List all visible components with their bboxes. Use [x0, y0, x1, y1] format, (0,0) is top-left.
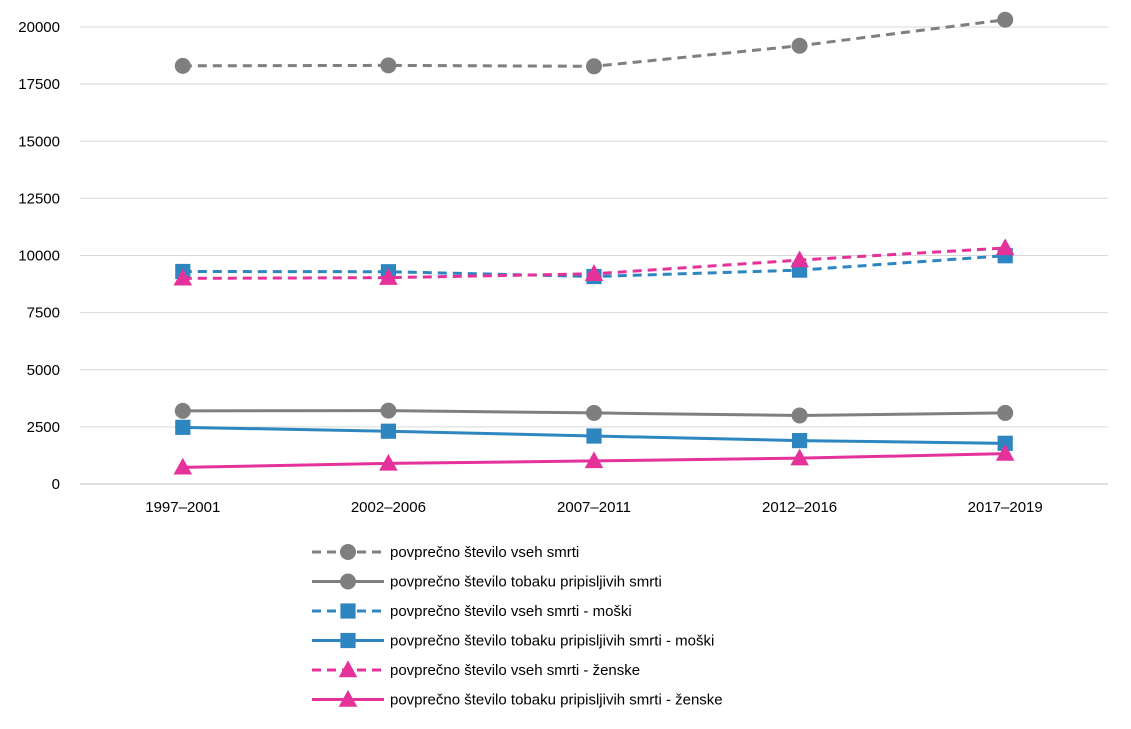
- legend-label: povprečno število vseh smrti - moški: [390, 603, 632, 620]
- data-point: [791, 37, 808, 54]
- data-point: [997, 435, 1013, 451]
- data-point: [997, 11, 1014, 28]
- y-axis-ticks: 0 2500 5000 7500 10000 12500 15000 17500 20000: [18, 19, 60, 493]
- y-tick-label: 17500: [18, 76, 60, 93]
- data-point: [175, 419, 191, 435]
- data-point: [380, 423, 396, 439]
- series-1: [174, 11, 1014, 75]
- data-point: [380, 57, 397, 74]
- legend-item: povprečno število tobaku pripisljivih sm…: [312, 689, 723, 709]
- gridlines: [80, 26, 1108, 485]
- legend-marker: [340, 544, 356, 560]
- x-tick-label: 2017–2019: [968, 499, 1043, 516]
- data-point: [792, 432, 808, 449]
- series-5: [173, 238, 1015, 286]
- legend: povprečno število vseh smrti povprečno št…: [312, 544, 723, 709]
- data-point: [995, 444, 1015, 461]
- y-tick-label: 15000: [18, 133, 60, 150]
- legend-item: povprečno število tobaku pripisljivih sm…: [312, 633, 714, 650]
- y-tick-label: 7500: [27, 305, 60, 322]
- data-point: [586, 404, 602, 421]
- y-tick-label: 5000: [27, 362, 60, 379]
- legend-label: povprečno število vseh smrti: [390, 544, 579, 561]
- y-tick-label: 12500: [18, 190, 60, 207]
- x-tick-label: 1997–2001: [145, 499, 220, 516]
- legend-label: povprečno število vseh smrti - ženske: [390, 662, 640, 679]
- y-tick-label: 2500: [27, 419, 60, 436]
- legend-item: povprečno število vseh smrti - ženske: [312, 660, 640, 679]
- data-point: [790, 250, 809, 268]
- series-4: [175, 419, 1013, 451]
- data-point: [379, 268, 398, 285]
- legend-item: povprečno število vseh smrti - moški: [312, 603, 632, 620]
- legend-label: povprečno število tobaku pripisljivih sm…: [390, 633, 714, 650]
- data-point: [584, 451, 604, 469]
- data-point: [997, 404, 1014, 421]
- data-point: [173, 268, 193, 286]
- data-point: [586, 58, 602, 75]
- series-lines: [173, 11, 1015, 475]
- data-point: [173, 457, 193, 475]
- legend-label: povprečno število tobaku pripisljivih sm…: [390, 574, 662, 591]
- data-point: [791, 407, 808, 424]
- data-point: [790, 448, 809, 466]
- data-point: [586, 428, 602, 444]
- x-axis-ticks: 1997–2001 2002–2006 2007–2011 2012–2016 2017…: [145, 499, 1042, 516]
- legend-item: povprečno število vseh smrti: [312, 544, 579, 561]
- x-tick-label: 2012–2016: [762, 499, 837, 516]
- data-point: [380, 402, 397, 419]
- legend-marker: [340, 573, 356, 590]
- data-point: [174, 57, 191, 74]
- y-tick-label: 0: [52, 476, 60, 493]
- legend-marker: [340, 632, 356, 649]
- y-tick-label: 10000: [18, 248, 60, 265]
- data-point: [379, 453, 398, 471]
- legend-label: povprečno število tobaku pripisljivih sm…: [390, 692, 723, 709]
- legend-item: povprečno število tobaku pripisljivih sm…: [312, 573, 662, 591]
- data-point: [584, 264, 604, 281]
- series-2: [174, 402, 1014, 424]
- y-tick-label: 20000: [18, 19, 60, 36]
- legend-marker: [338, 660, 358, 678]
- data-point: [995, 238, 1015, 256]
- x-tick-label: 2002–2006: [351, 499, 426, 516]
- legend-marker: [340, 603, 356, 619]
- series-6: [173, 444, 1015, 475]
- data-point: [174, 402, 191, 419]
- legend-marker: [338, 689, 358, 707]
- x-tick-label: 2007–2011: [557, 499, 631, 516]
